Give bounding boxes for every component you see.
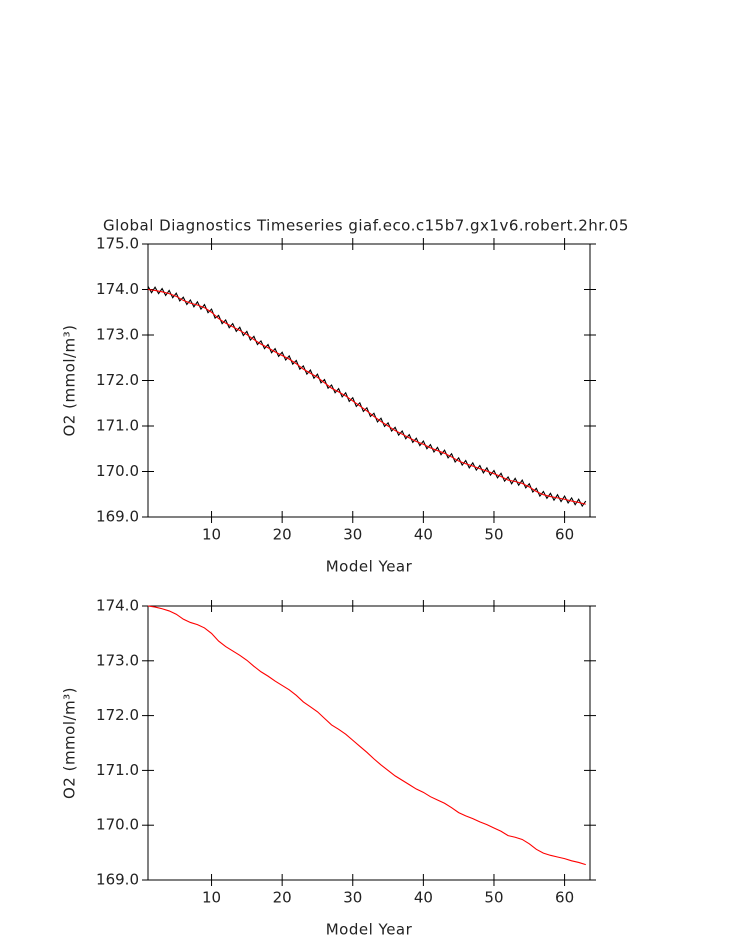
- plot-frame: [147, 605, 591, 881]
- y-tick-label: 169.0: [96, 508, 139, 526]
- x-tick-label: 20: [273, 526, 292, 544]
- chart-title: Global Diagnostics Timeseries giaf.eco.c…: [103, 217, 629, 235]
- y-tick-label: 170.0: [96, 816, 139, 834]
- y-axis-label: O2 (mmol/m³): [61, 687, 79, 799]
- y-tick-label: 174.0: [96, 597, 139, 615]
- x-axis-label: Model Year: [326, 921, 413, 939]
- x-tick-label: 40: [414, 889, 433, 907]
- y-tick-label: 175.0: [96, 235, 139, 253]
- x-tick-label: 30: [343, 889, 362, 907]
- x-axis-label: Model Year: [326, 558, 413, 576]
- x-tick-label: 40: [414, 526, 433, 544]
- series-line: [147, 288, 586, 505]
- y-tick-label: 173.0: [96, 651, 139, 669]
- y-axis-label: O2 (mmol/m³): [61, 324, 79, 436]
- x-tick-label: 30: [343, 526, 362, 544]
- y-tick-label: 172.0: [96, 371, 139, 389]
- series-line: [147, 605, 586, 866]
- x-tick-label: 50: [484, 889, 503, 907]
- y-tick-label: 173.0: [96, 326, 139, 344]
- y-tick-label: 174.0: [96, 280, 139, 298]
- y-tick-label: 172.0: [96, 706, 139, 724]
- x-tick-label: 20: [273, 889, 292, 907]
- x-tick-label: 10: [202, 526, 221, 544]
- y-tick-label: 169.0: [96, 871, 139, 889]
- plot-frame: [147, 243, 591, 518]
- x-tick-label: 60: [555, 526, 574, 544]
- y-tick-label: 170.0: [96, 462, 139, 480]
- x-tick-label: 60: [555, 889, 574, 907]
- y-tick-label: 171.0: [96, 417, 139, 435]
- y-tick-label: 171.0: [96, 761, 139, 779]
- x-tick-label: 50: [484, 526, 503, 544]
- x-tick-label: 10: [202, 889, 221, 907]
- series-line: [147, 286, 587, 508]
